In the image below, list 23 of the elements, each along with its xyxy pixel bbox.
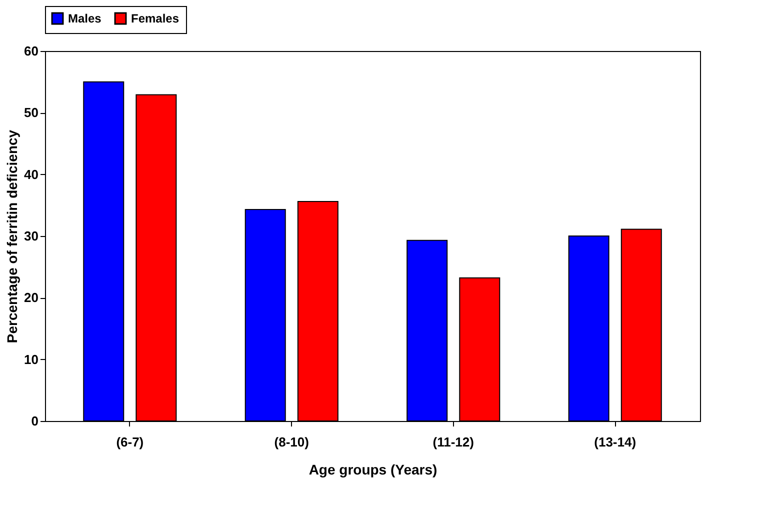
y-tick-label: 50 [24, 105, 38, 120]
x-tick-label: (6-7) [116, 434, 144, 450]
legend-label: Males [68, 12, 102, 26]
y-tick-label: 10 [24, 352, 38, 367]
y-tick-label: 0 [31, 414, 38, 428]
y-axis-title: Percentage of ferritin deficiency [4, 130, 20, 344]
bar [620, 228, 662, 422]
bar [83, 81, 124, 422]
x-tick-label: (13-14) [594, 434, 636, 450]
y-tick-label: 20 [24, 290, 38, 306]
legend-label: Females [131, 12, 180, 26]
x-tick-label: (11-12) [432, 434, 474, 450]
bar [136, 94, 177, 422]
x-tick-label: (8-10) [274, 434, 309, 450]
bar [568, 236, 610, 422]
y-tick-label: 40 [24, 166, 38, 182]
bar [244, 208, 286, 422]
bar [459, 277, 500, 422]
y-tick-label: 60 [24, 44, 38, 58]
bar [297, 200, 338, 422]
x-axis-title: Age groups (Years) [308, 462, 438, 478]
y-tick-label: 30 [24, 228, 38, 244]
bar [406, 240, 448, 422]
